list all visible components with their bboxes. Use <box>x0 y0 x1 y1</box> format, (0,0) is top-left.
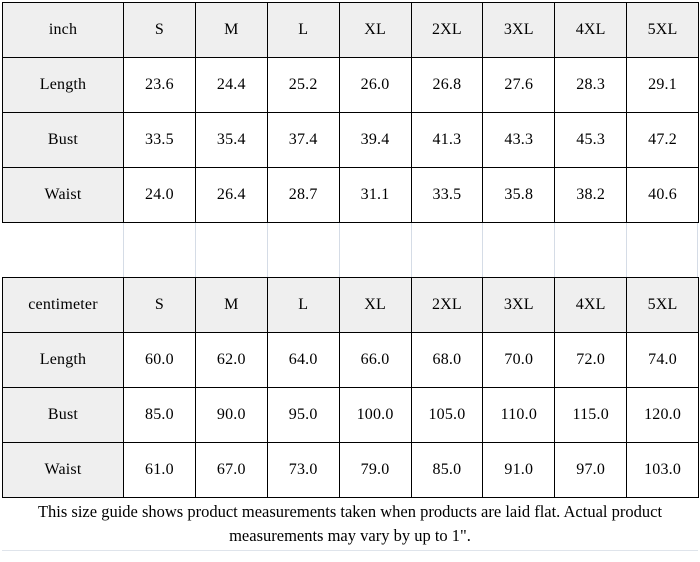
measurement-cell: 27.6 <box>482 57 556 113</box>
measurement-cell: 115.0 <box>554 387 628 443</box>
gridline <box>626 223 698 277</box>
gridline <box>338 223 411 277</box>
gridline <box>482 223 554 277</box>
size-header-4xl: 4XL <box>554 277 628 333</box>
measurement-cell: 64.0 <box>266 332 340 388</box>
size-header-4xl: 4XL <box>554 2 628 58</box>
measurement-cell: 85.0 <box>410 442 484 498</box>
size-header-s: S <box>123 277 196 333</box>
measurement-cell: 37.4 <box>266 112 340 168</box>
measurement-cell: 97.0 <box>554 442 628 498</box>
measurement-cell: 41.3 <box>410 112 484 168</box>
size-header-2xl: 2XL <box>410 2 484 58</box>
gridline <box>554 223 626 277</box>
measurement-cell: 23.6 <box>123 57 196 113</box>
gridline <box>266 223 339 277</box>
measurement-cell: 26.8 <box>410 57 484 113</box>
gridline <box>123 223 195 277</box>
footer-note-line-1: This size guide shows product measuremen… <box>37 502 663 522</box>
size-header-s: S <box>123 2 196 58</box>
measurement-cell: 45.3 <box>554 112 628 168</box>
measurement-cell: 40.6 <box>626 167 699 223</box>
measurement-cell: 73.0 <box>266 442 340 498</box>
measurement-cell: 28.7 <box>266 167 340 223</box>
spacer-row <box>2 223 698 277</box>
measurement-cell: 39.4 <box>338 112 412 168</box>
measurement-cell: 43.3 <box>482 112 556 168</box>
table-row: Waist 61.0 67.0 73.0 79.0 85.0 91.0 97.0… <box>2 442 699 498</box>
measurement-cell: 47.2 <box>626 112 699 168</box>
measurement-cell: 61.0 <box>123 442 196 498</box>
centimeter-size-table: centimeter S M L XL 2XL 3XL 4XL 5XL Leng… <box>2 277 699 498</box>
centimeter-unit-header: centimeter <box>2 277 124 333</box>
measurement-cell: 38.2 <box>554 167 628 223</box>
size-header-m: M <box>194 2 268 58</box>
table-row: Length 23.6 24.4 25.2 26.0 26.8 27.6 28.… <box>2 57 699 113</box>
measurement-cell: 24.0 <box>123 167 196 223</box>
measurement-cell: 24.4 <box>194 57 268 113</box>
table-row: centimeter S M L XL 2XL 3XL 4XL 5XL <box>2 277 699 333</box>
table-row: Bust 85.0 90.0 95.0 100.0 105.0 110.0 11… <box>2 387 699 443</box>
size-header-l: L <box>266 2 340 58</box>
measurement-cell: 28.3 <box>554 57 628 113</box>
measurement-cell: 60.0 <box>123 332 196 388</box>
measurement-cell: 26.4 <box>194 167 268 223</box>
measurement-cell: 66.0 <box>338 332 412 388</box>
measurement-cell: 100.0 <box>338 387 412 443</box>
gridline <box>410 223 483 277</box>
measurement-cell: 25.2 <box>266 57 340 113</box>
measurement-cell: 31.1 <box>338 167 412 223</box>
size-header-xl: XL <box>338 277 412 333</box>
measurement-cell: 33.5 <box>123 112 196 168</box>
measurement-cell: 74.0 <box>626 332 699 388</box>
size-header-3xl: 3XL <box>482 277 556 333</box>
measurement-cell: 70.0 <box>482 332 556 388</box>
inch-unit-header: inch <box>2 2 124 58</box>
gridline <box>194 223 267 277</box>
table-row: Waist 24.0 26.4 28.7 31.1 33.5 35.8 38.2… <box>2 167 699 223</box>
row-label-waist: Waist <box>2 442 124 498</box>
measurement-cell: 105.0 <box>410 387 484 443</box>
measurement-cell: 120.0 <box>626 387 699 443</box>
measurement-cell: 85.0 <box>123 387 196 443</box>
row-label-bust: Bust <box>2 112 124 168</box>
measurement-cell: 62.0 <box>194 332 268 388</box>
row-label-bust: Bust <box>2 387 124 443</box>
size-header-2xl: 2XL <box>410 277 484 333</box>
measurement-cell: 68.0 <box>410 332 484 388</box>
measurement-cell: 35.8 <box>482 167 556 223</box>
measurement-cell: 29.1 <box>626 57 699 113</box>
measurement-cell: 26.0 <box>338 57 412 113</box>
measurement-cell: 67.0 <box>194 442 268 498</box>
measurement-cell: 33.5 <box>410 167 484 223</box>
measurement-cell: 72.0 <box>554 332 628 388</box>
row-label-length: Length <box>2 332 124 388</box>
inch-size-table: inch S M L XL 2XL 3XL 4XL 5XL Length 23.… <box>2 2 699 223</box>
size-header-5xl: 5XL <box>626 2 699 58</box>
size-header-l: L <box>266 277 340 333</box>
table-row: Length 60.0 62.0 64.0 66.0 68.0 70.0 72.… <box>2 332 699 388</box>
table-row: inch S M L XL 2XL 3XL 4XL 5XL <box>2 2 699 58</box>
size-header-3xl: 3XL <box>482 2 556 58</box>
row-label-waist: Waist <box>2 167 124 223</box>
table-row: Bust 33.5 35.4 37.4 39.4 41.3 43.3 45.3 … <box>2 112 699 168</box>
measurement-cell: 110.0 <box>482 387 556 443</box>
measurement-cell: 95.0 <box>266 387 340 443</box>
measurement-cell: 91.0 <box>482 442 556 498</box>
measurement-cell: 79.0 <box>338 442 412 498</box>
footer-note: This size guide shows product measuremen… <box>2 498 698 550</box>
spacer-cell <box>2 223 123 277</box>
measurement-cell: 35.4 <box>194 112 268 168</box>
row-label-length: Length <box>2 57 124 113</box>
footer-note-line-2: measurements may vary by up to 1". <box>229 526 471 545</box>
measurement-cell: 90.0 <box>194 387 268 443</box>
size-header-xl: XL <box>338 2 412 58</box>
size-header-5xl: 5XL <box>626 277 699 333</box>
size-header-m: M <box>194 277 268 333</box>
bottom-gridline <box>2 550 698 551</box>
measurement-cell: 103.0 <box>626 442 699 498</box>
